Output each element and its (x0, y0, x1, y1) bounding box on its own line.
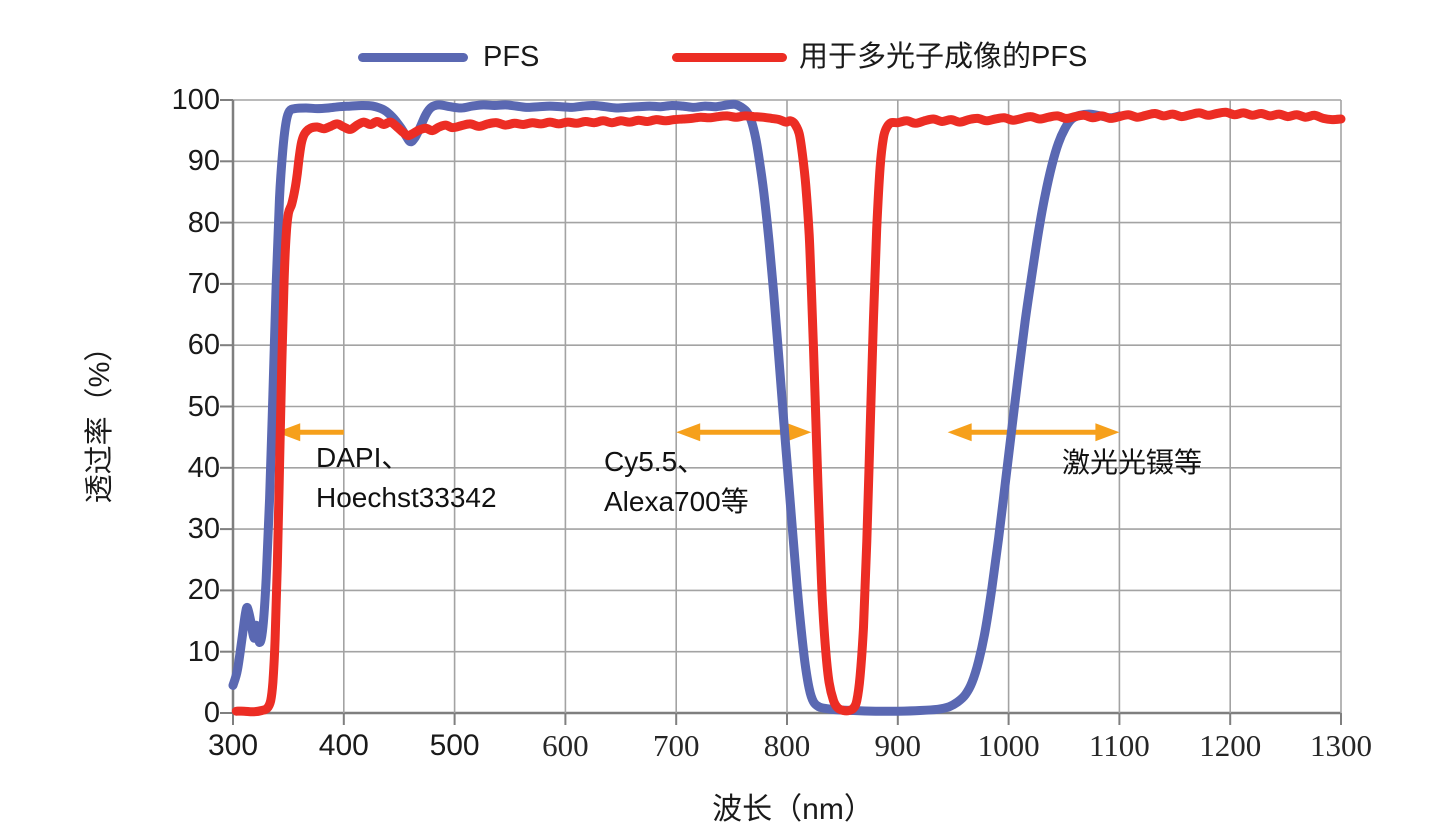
y-axis-title: 透过率（%） (84, 332, 116, 504)
x-tick-label: 1300 (1310, 728, 1372, 763)
annotation-cy55-alexa700: Cy5.5、 Alexa700等 (604, 442, 749, 522)
y-tick-label: 10 (187, 635, 220, 668)
annotation-arrow-head (947, 423, 972, 442)
annotation-text-line: 激光光镊等 (1062, 447, 1203, 478)
x-tick-label: 800 (763, 728, 811, 763)
x-tick-label: 700 (652, 728, 700, 763)
x-tick-label: 1000 (977, 728, 1040, 763)
x-tick-label: 300 (207, 729, 259, 762)
annotation-dapi-hoechst: DAPI、 Hoechst33342 (316, 438, 497, 518)
y-tick-label: 40 (187, 451, 220, 484)
annotation-laser-tweezers: 激光光镊等 (1062, 443, 1202, 483)
x-tick-label: 500 (429, 729, 480, 762)
multiphoton-pfs-line-swatch (672, 53, 787, 62)
x-tick-label: 600 (542, 728, 589, 763)
y-tick-label: 70 (187, 267, 220, 300)
y-tick-label: 30 (187, 513, 220, 546)
annotation-text-line: DAPI、 (316, 442, 410, 473)
multiphoton-pfs-curve (231, 107, 1346, 717)
x-tick-label: 900 (874, 728, 922, 763)
y-tick-label: 80 (187, 206, 220, 239)
y-tick-label: 50 (187, 390, 220, 423)
y-tick-label: 90 (187, 145, 220, 178)
x-axis-title: 波长（nm） (712, 793, 874, 826)
pfs-legend-label: PFS (483, 41, 540, 73)
x-tick-label: 400 (318, 729, 369, 762)
annotation-arrow-head (276, 423, 301, 442)
y-tick-label: 0 (203, 697, 220, 729)
x-tick-label: 1100 (1088, 728, 1150, 763)
x-tick-label: 1200 (1199, 728, 1262, 763)
annotation-arrow-head (676, 423, 701, 442)
pfs-curve (228, 99, 1124, 716)
y-tick-label: 100 (171, 84, 220, 116)
y-tick-label: 60 (187, 329, 220, 362)
multiphoton-pfs-legend-label: 用于多光子成像的PFS (799, 41, 1088, 73)
pfs-line-swatch (358, 53, 468, 62)
annotation-text-line: Cy5.5、 (604, 446, 706, 477)
annotation-arrow-head (1095, 423, 1120, 442)
y-tick-label: 20 (187, 574, 220, 607)
annotation-text-line: Hoechst33342 (316, 482, 497, 513)
annotation-text-line: Alexa700等 (604, 486, 749, 517)
annotation-arrow-head (787, 423, 812, 442)
